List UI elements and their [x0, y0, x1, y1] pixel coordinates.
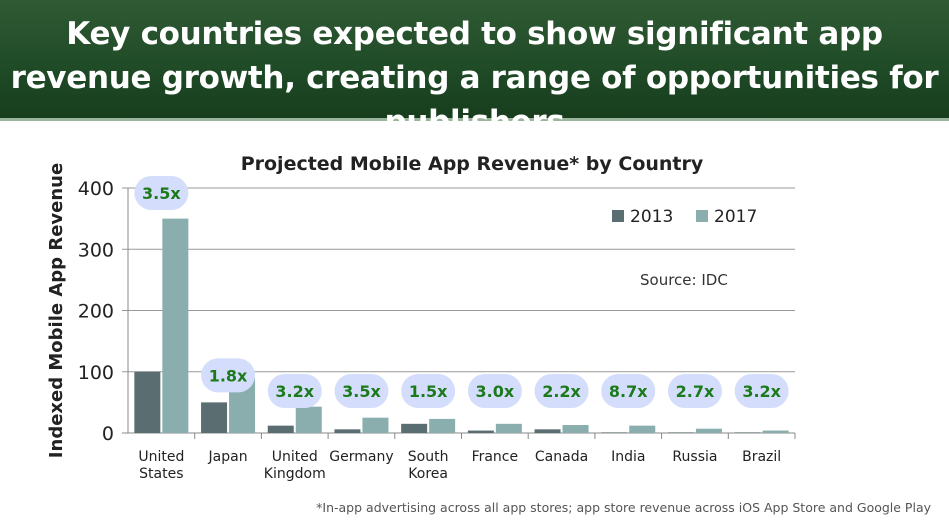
- x-tick-label: France: [472, 449, 519, 465]
- growth-label: 3.5x: [142, 184, 181, 203]
- x-tick-label: South Korea: [408, 449, 449, 482]
- legend-label-2013: 2013: [630, 207, 673, 227]
- bar-2013-7: [601, 432, 628, 433]
- bar-2013-2: [267, 425, 294, 433]
- bar-2013-5: [467, 430, 494, 433]
- legend-label-2017: 2017: [714, 207, 757, 227]
- chart-title: Projected Mobile App Revenue* by Country: [241, 153, 704, 175]
- x-tick-label: Canada: [535, 449, 588, 465]
- x-tick-label: Russia: [672, 449, 717, 465]
- growth-label: 3.5x: [342, 382, 381, 401]
- bar-2017-9: [762, 430, 789, 433]
- bar-2013-9: [734, 432, 761, 433]
- growth-badge: [601, 374, 656, 408]
- y-tick-label: 400: [78, 178, 114, 200]
- growth-badge: [667, 374, 722, 408]
- legend-swatch-2017: [696, 210, 708, 222]
- bar-2013-8: [667, 432, 694, 433]
- x-tick-label: Japan: [208, 449, 248, 465]
- bar-chart: Projected Mobile App Revenue* by Country…: [46, 153, 796, 482]
- bar-2013-4: [401, 423, 428, 433]
- bar-2013-0: [134, 371, 161, 433]
- bar-2013-6: [534, 429, 561, 433]
- x-tick-label: Brazil: [742, 449, 781, 465]
- source-annotation: Source: IDC: [640, 271, 728, 289]
- legend-swatch-2013: [612, 210, 624, 222]
- bar-2017-2: [295, 406, 322, 433]
- bar-2017-6: [562, 425, 589, 433]
- bar-2017-7: [629, 425, 656, 433]
- growth-badge: [334, 374, 389, 408]
- y-axis-label: Indexed Mobile App Revenue: [46, 163, 67, 458]
- growth-label: 3.2x: [742, 382, 781, 401]
- bar-2017-3: [362, 417, 389, 433]
- growth-badge: [534, 374, 589, 408]
- x-tick-label: India: [611, 449, 645, 465]
- growth-badge: [401, 374, 456, 408]
- bar-2017-8: [695, 428, 722, 433]
- x-tick-label: Germany: [329, 449, 393, 465]
- growth-label: 1.8x: [209, 366, 248, 385]
- title-banner: Key countries expected to show significa…: [0, 0, 949, 140]
- bar-2017-0: [162, 218, 189, 433]
- growth-badge: [467, 374, 522, 408]
- bar-2017-5: [495, 423, 522, 433]
- y-tick-label: 200: [78, 301, 114, 323]
- growth-label: 8.7x: [609, 382, 648, 401]
- y-tick-label: 0: [102, 423, 114, 445]
- y-tick-label: 300: [78, 239, 114, 261]
- growth-label: 1.5x: [409, 382, 448, 401]
- x-tick-label: United States: [138, 449, 184, 482]
- growth-label: 3.2x: [275, 382, 314, 401]
- bar-2017-4: [429, 418, 456, 433]
- growth-badge: [134, 176, 189, 210]
- footnote: *In-app advertising across all app store…: [316, 500, 931, 515]
- growth-badge: [734, 374, 789, 408]
- growth-badge: [201, 358, 256, 393]
- bar-2013-1: [201, 402, 228, 433]
- bar-2013-3: [334, 429, 361, 433]
- growth-label: 2.7x: [676, 382, 715, 401]
- growth-label: 3.0x: [476, 382, 515, 401]
- x-tick-label: United Kingdom: [264, 449, 326, 482]
- growth-badge: [267, 374, 322, 408]
- growth-label: 2.2x: [542, 382, 581, 401]
- slide-title: Key countries expected to show significa…: [10, 16, 939, 140]
- y-tick-label: 100: [78, 362, 114, 384]
